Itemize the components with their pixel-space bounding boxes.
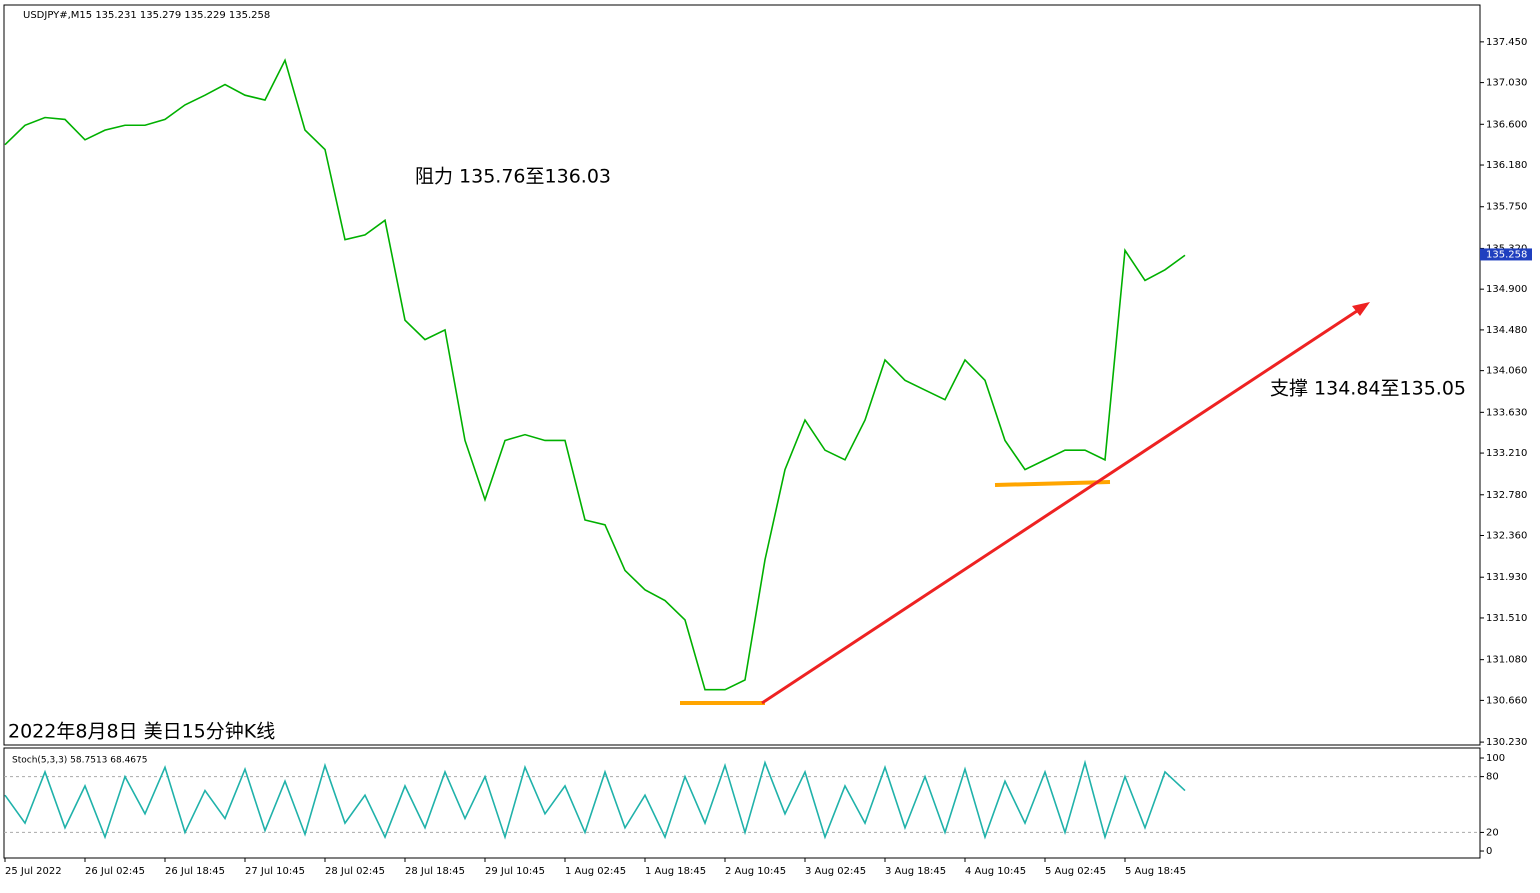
x-tick-label: 3 Aug 02:45 bbox=[805, 866, 866, 877]
y-tick-label: 131.080 bbox=[1486, 655, 1527, 666]
main-frame bbox=[3, 4, 1481, 746]
y-tick-label: 137.450 bbox=[1486, 37, 1527, 48]
x-tick-label: 5 Aug 02:45 bbox=[1045, 866, 1106, 877]
x-tick-label: 4 Aug 10:45 bbox=[965, 866, 1026, 877]
annotation: 阻力 135.76至136.03 bbox=[415, 166, 611, 188]
x-tick-label: 28 Jul 02:45 bbox=[325, 866, 385, 877]
x-tick-label: 29 Jul 10:45 bbox=[485, 866, 545, 877]
y-tick-label: 134.060 bbox=[1486, 366, 1527, 377]
y-tick-label: 0 bbox=[1486, 846, 1492, 857]
y-tick-label: 132.360 bbox=[1486, 531, 1527, 542]
arrow-head bbox=[1352, 302, 1370, 316]
x-tick-label: 5 Aug 18:45 bbox=[1125, 866, 1186, 877]
y-tick-label: 137.030 bbox=[1486, 78, 1527, 89]
y-tick-label: 100 bbox=[1486, 753, 1505, 764]
y-tick-label: 134.900 bbox=[1486, 284, 1527, 295]
y-tick-label: 133.210 bbox=[1486, 448, 1527, 459]
y-tick-label: 130.660 bbox=[1486, 695, 1527, 706]
y-tick-label: 80 bbox=[1486, 772, 1499, 783]
stoch-frame bbox=[3, 747, 1481, 859]
trend-arrow bbox=[761, 307, 1361, 705]
y-tick-label: 20 bbox=[1486, 827, 1499, 838]
current-price: 135.258 bbox=[1486, 249, 1527, 260]
x-tick-label: 2 Aug 10:45 bbox=[725, 866, 786, 877]
annotation: 2022年8月8日 美日15分钟K线 bbox=[8, 721, 275, 743]
price-line bbox=[4, 759, 1186, 840]
x-tick-label: 28 Jul 18:45 bbox=[405, 866, 465, 877]
y-tick-label: 136.180 bbox=[1486, 160, 1527, 171]
y-tick-label: 130.230 bbox=[1486, 737, 1527, 748]
y-tick-label: 131.930 bbox=[1486, 572, 1527, 583]
x-tick-label: 1 Aug 02:45 bbox=[565, 866, 626, 877]
chart-title: USDJPY#,M15 135.231 135.279 135.229 135.… bbox=[23, 10, 270, 21]
y-tick-label: 132.780 bbox=[1486, 490, 1527, 501]
y-tick-label: 134.480 bbox=[1486, 325, 1527, 336]
annotation: 支撑 134.84至135.05 bbox=[1270, 378, 1466, 400]
x-tick-label: 27 Jul 10:45 bbox=[245, 866, 305, 877]
x-tick-label: 25 Jul 2022 bbox=[5, 866, 62, 877]
x-tick-label: 26 Jul 02:45 bbox=[85, 866, 145, 877]
stoch-title: Stoch(5,3,3) 58.7513 68.4675 bbox=[12, 756, 147, 766]
y-tick-label: 133.630 bbox=[1486, 407, 1527, 418]
y-tick-label: 135.750 bbox=[1486, 202, 1527, 213]
price-line bbox=[4, 58, 1186, 691]
y-tick-label: 131.510 bbox=[1486, 613, 1527, 624]
price-tag bbox=[1480, 248, 1532, 261]
x-tick-label: 3 Aug 18:45 bbox=[885, 866, 946, 877]
support-line bbox=[994, 480, 1111, 487]
x-tick-label: 26 Jul 18:45 bbox=[165, 866, 225, 877]
y-tick-label: 136.600 bbox=[1486, 119, 1527, 130]
x-tick-label: 1 Aug 18:45 bbox=[645, 866, 706, 877]
